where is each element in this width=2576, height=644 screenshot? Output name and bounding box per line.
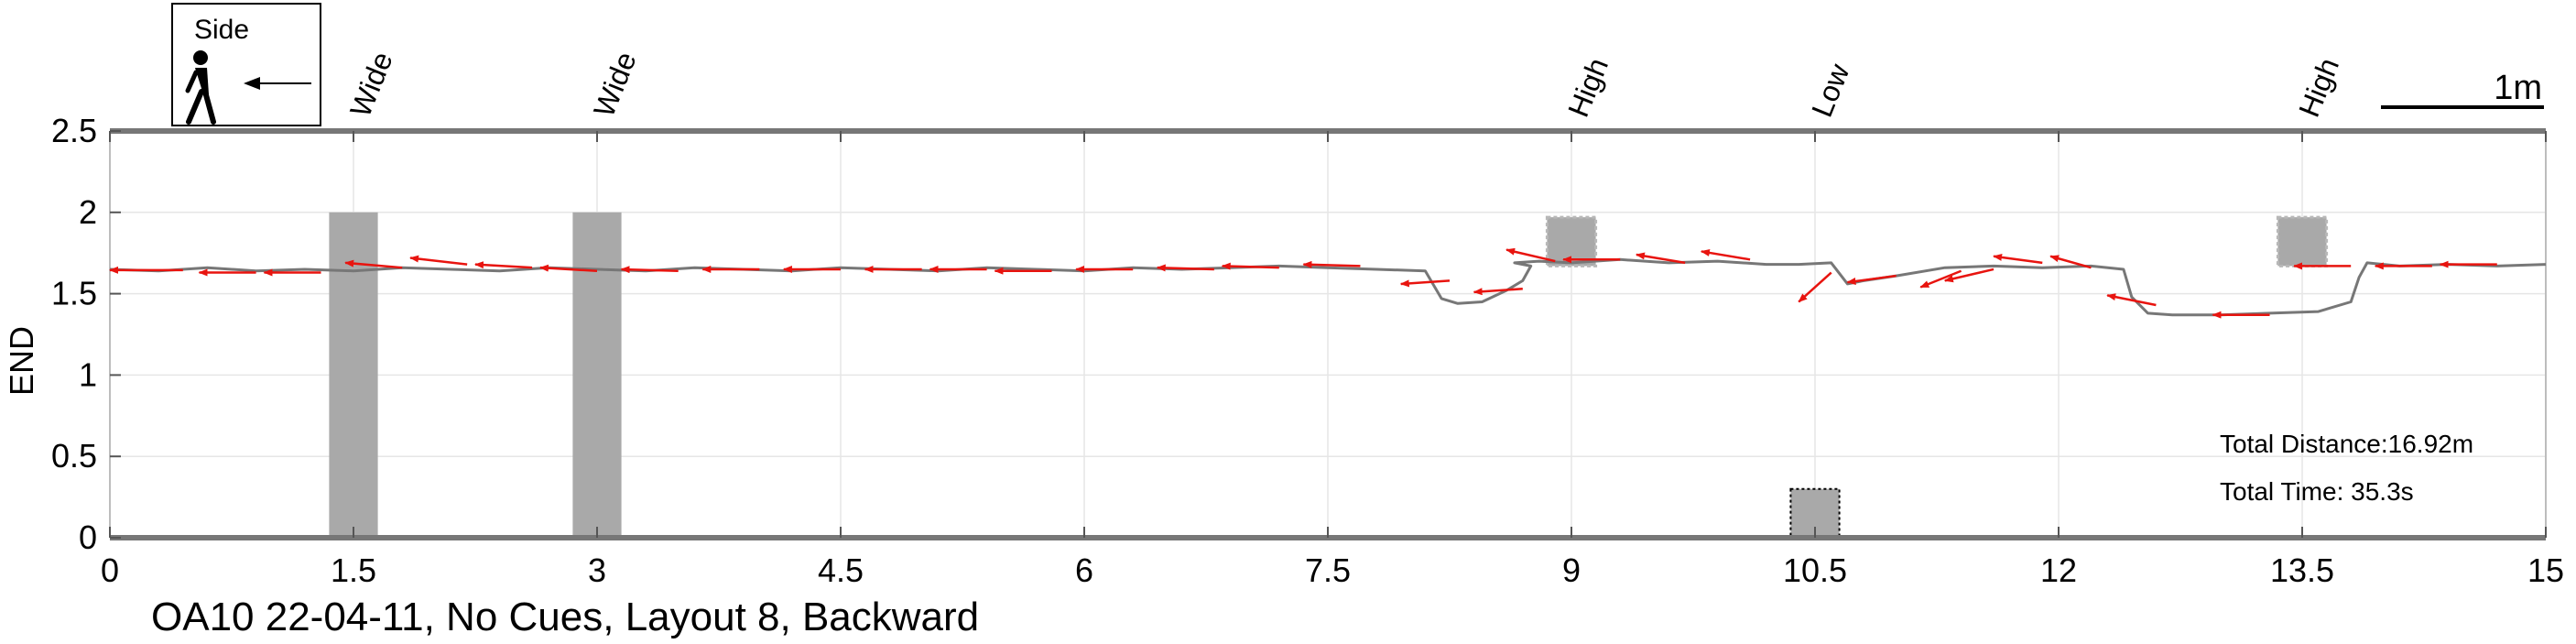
heading-arrow [1993,253,2043,265]
heading-arrow [1473,288,1523,296]
heading-arrow [1798,271,1832,303]
y-tick-labels: 0 0.5 1 1.5 2 2.5 [51,112,97,556]
grid [110,131,2546,538]
scale-bar: 1m [2381,69,2544,109]
y-tick-label: 2.5 [51,112,97,149]
y-tick-label: 0 [79,518,97,556]
heading-arrow [409,255,468,266]
y-tick-label: 1 [79,355,97,393]
x-tick-label: 4.5 [818,551,864,589]
heading-arrow [1919,269,1962,289]
direction-legend-title: Side [194,15,249,45]
obstacle-label: Low [1805,59,1856,122]
y-tick-label: 1.5 [51,275,97,312]
x-tick-label: 0 [101,551,119,589]
heading-arrow [2106,293,2157,307]
obstacle-labels: Wide Wide High Low High [343,48,2345,122]
obstacle-label: Wide [343,48,399,122]
x-tick-label: 10.5 [1783,551,1847,589]
heading-arrow [1846,274,1897,285]
heading-arrow [1505,247,1556,263]
heading-arrow [474,261,533,269]
heading-arrows [109,247,2497,319]
x-tick-label: 15 [2527,551,2564,589]
x-tick-label: 13.5 [2270,551,2334,589]
x-tick-label: 9 [1562,551,1581,589]
scale-bar-label: 1m [2494,69,2542,107]
heading-arrow [1943,267,1994,283]
obstacle-label: Wide [587,48,643,122]
y-axis-label: END [3,326,40,396]
x-tick-label: 7.5 [1305,551,1351,589]
y-tick-label: 0.5 [51,437,97,475]
y-tick-label: 2 [79,193,97,231]
heading-arrow [620,266,679,274]
heading-arrow [1156,264,1214,272]
x-tick-labels: 0 1.5 3 4.5 6 7.5 9 10.5 12 13.5 15 [101,551,2564,589]
direction-legend: Side [171,3,321,126]
obstacle-label: High [2292,53,2345,122]
total-time-annotation: Total Time: 35.3s [2220,477,2414,506]
heading-arrow [1700,248,1751,261]
heading-arrow [1221,262,1279,270]
total-distance-annotation: Total Distance:16.92m [2220,430,2473,458]
obstacle-label: High [1561,53,1614,122]
heading-arrow [1399,279,1451,288]
x-tick-label: 6 [1075,551,1093,589]
chart-title: OA10 22-04-11, No Cues, Layout 8, Backwa… [151,595,979,639]
obstacle-high [2276,215,2329,267]
heading-arrow [1302,260,1361,268]
obstacle-wide [572,212,622,539]
heading-arrow [1635,252,1686,265]
heading-arrow [2049,255,2092,269]
x-tick-label: 3 [588,551,606,589]
x-tick-label: 12 [2040,551,2077,589]
heading-arrow [538,264,598,272]
axes [109,128,2547,540]
walking-person-icon [185,50,216,125]
obstacle-wide [329,212,378,539]
x-tick-label: 1.5 [331,551,376,589]
heading-arrow [344,259,403,269]
